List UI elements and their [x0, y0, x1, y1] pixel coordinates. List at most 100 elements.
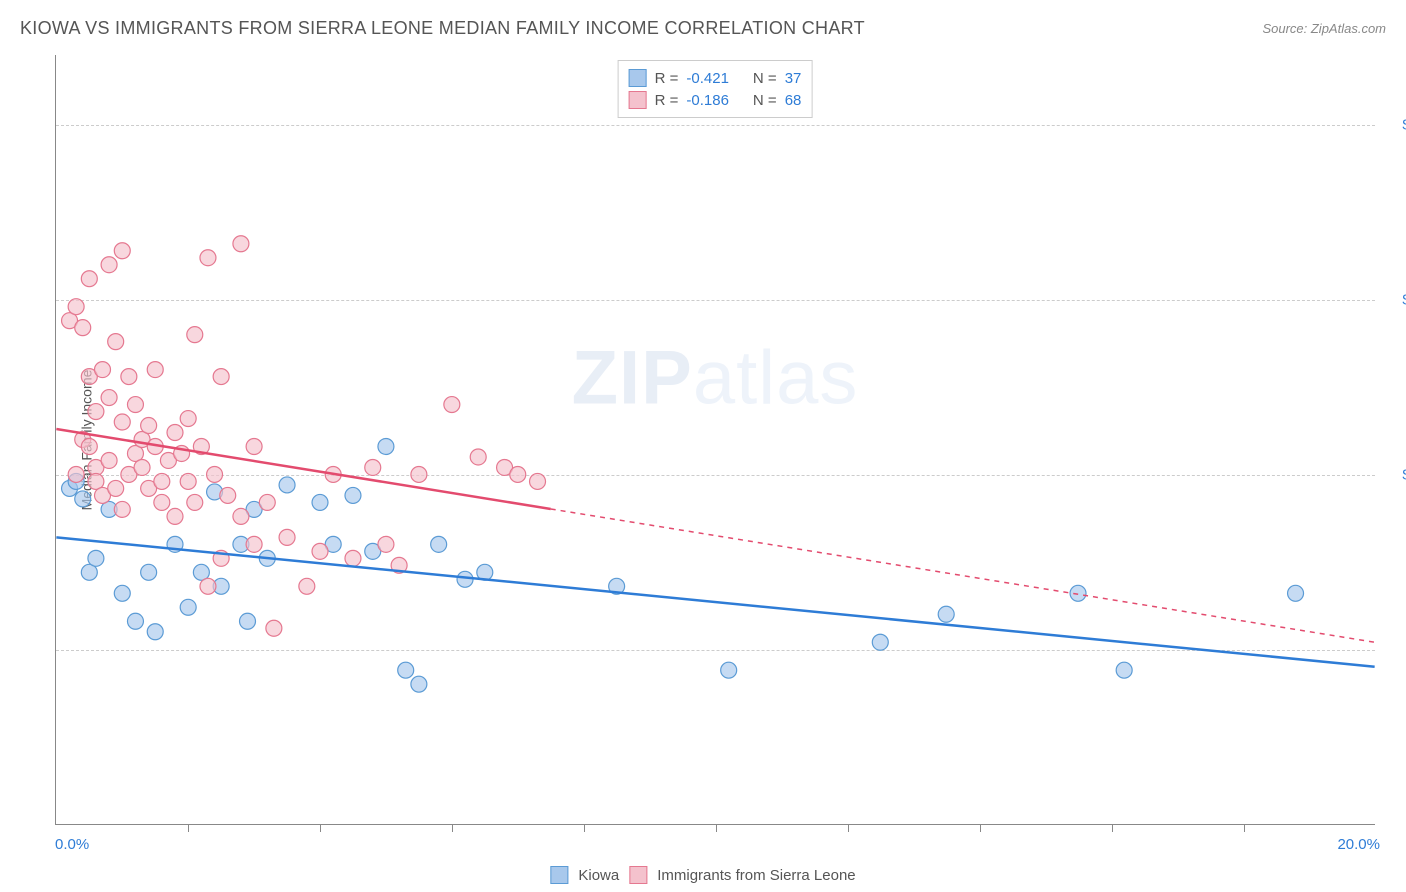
legend-swatch	[629, 69, 647, 87]
y-tick-label: $50,000	[1385, 642, 1406, 659]
data-point	[266, 620, 282, 636]
data-point	[470, 449, 486, 465]
data-point	[141, 564, 157, 580]
data-point	[81, 439, 97, 455]
data-point	[114, 243, 130, 259]
trend-line-extrapolated	[551, 509, 1375, 642]
data-point	[411, 676, 427, 692]
data-point	[108, 480, 124, 496]
x-tick	[452, 824, 453, 832]
y-tick-label: $200,000	[1385, 117, 1406, 134]
data-point	[180, 599, 196, 615]
legend-series-name: Immigrants from Sierra Leone	[657, 867, 855, 884]
data-point	[147, 362, 163, 378]
x-tick	[848, 824, 849, 832]
data-point	[68, 466, 84, 482]
scatter-plot-svg	[56, 55, 1375, 824]
trend-line	[56, 537, 1374, 666]
data-point	[246, 439, 262, 455]
x-tick	[1112, 824, 1113, 832]
n-value: 68	[785, 92, 802, 109]
data-point	[121, 369, 137, 385]
data-point	[233, 508, 249, 524]
y-tick-label: $100,000	[1385, 467, 1406, 484]
x-tick	[716, 824, 717, 832]
n-label: N =	[753, 92, 777, 109]
data-point	[345, 487, 361, 503]
data-point	[530, 473, 546, 489]
data-point	[88, 550, 104, 566]
data-point	[207, 466, 223, 482]
data-point	[1288, 585, 1304, 601]
x-axis-max-label: 20.0%	[1337, 836, 1380, 853]
data-point	[411, 466, 427, 482]
data-point	[88, 404, 104, 420]
data-point	[259, 494, 275, 510]
data-point	[213, 369, 229, 385]
y-tick-label: $150,000	[1385, 292, 1406, 309]
series-legend: Kiowa Immigrants from Sierra Leone	[550, 866, 855, 884]
data-point	[398, 662, 414, 678]
x-tick	[1244, 824, 1245, 832]
legend-swatch	[550, 866, 568, 884]
data-point	[220, 487, 236, 503]
data-point	[180, 411, 196, 427]
legend-series-name: Kiowa	[578, 867, 619, 884]
data-point	[114, 414, 130, 430]
data-point	[114, 501, 130, 517]
data-point	[312, 543, 328, 559]
chart-area: ZIPatlas Median Family Income $50,000$10…	[55, 55, 1375, 825]
data-point	[444, 397, 460, 413]
data-point	[457, 571, 473, 587]
data-point	[510, 466, 526, 482]
data-point	[101, 390, 117, 406]
data-point	[108, 334, 124, 350]
data-point	[431, 536, 447, 552]
data-point	[167, 425, 183, 441]
data-point	[299, 578, 315, 594]
correlation-legend-row: R =-0.421N =37	[629, 67, 802, 89]
data-point	[101, 452, 117, 468]
correlation-legend: R =-0.421N =37R =-0.186N =68	[618, 60, 813, 118]
data-point	[378, 536, 394, 552]
x-tick	[188, 824, 189, 832]
n-label: N =	[753, 70, 777, 87]
plot-region: Median Family Income $50,000$100,000$150…	[55, 55, 1375, 825]
data-point	[872, 634, 888, 650]
data-point	[167, 508, 183, 524]
r-label: R =	[655, 92, 679, 109]
data-point	[147, 624, 163, 640]
r-value: -0.186	[686, 92, 729, 109]
header: KIOWA VS IMMIGRANTS FROM SIERRA LEONE ME…	[20, 18, 1386, 39]
data-point	[1116, 662, 1132, 678]
data-point	[95, 362, 111, 378]
chart-title: KIOWA VS IMMIGRANTS FROM SIERRA LEONE ME…	[20, 18, 865, 39]
data-point	[1070, 585, 1086, 601]
data-point	[938, 606, 954, 622]
data-point	[68, 299, 84, 315]
data-point	[200, 250, 216, 266]
data-point	[154, 473, 170, 489]
data-point	[246, 536, 262, 552]
data-point	[141, 418, 157, 434]
data-point	[154, 494, 170, 510]
n-value: 37	[785, 70, 802, 87]
data-point	[127, 613, 143, 629]
data-point	[365, 459, 381, 475]
data-point	[279, 529, 295, 545]
data-point	[187, 494, 203, 510]
data-point	[81, 271, 97, 287]
data-point	[721, 662, 737, 678]
x-tick	[584, 824, 585, 832]
r-label: R =	[655, 70, 679, 87]
data-point	[180, 473, 196, 489]
x-tick	[980, 824, 981, 832]
data-point	[127, 397, 143, 413]
data-point	[101, 257, 117, 273]
data-point	[279, 477, 295, 493]
data-point	[312, 494, 328, 510]
x-tick	[320, 824, 321, 832]
data-point	[240, 613, 256, 629]
data-point	[114, 585, 130, 601]
correlation-legend-row: R = -0.186 N = 68	[629, 89, 802, 111]
